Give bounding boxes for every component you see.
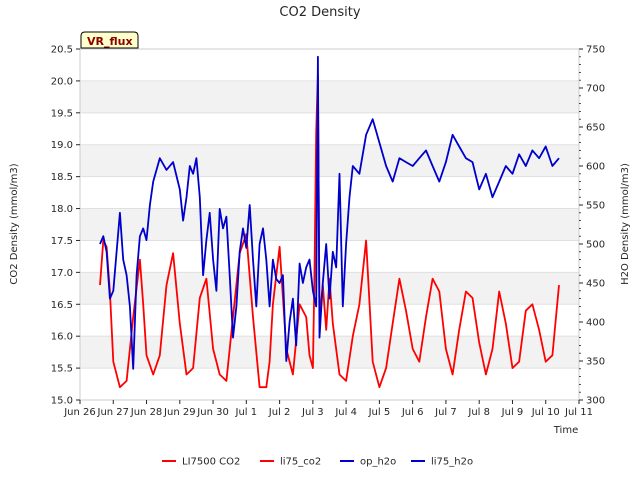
series-line-li75-h2o — [99, 55, 560, 370]
x-tick-label: Jul 8 — [467, 407, 490, 418]
right-tick-label: 550 — [586, 201, 605, 212]
badge-label: VR_flux — [87, 35, 133, 48]
x-tick-label: Jun 28 — [130, 407, 163, 418]
right-tick-label: 600 — [586, 162, 605, 173]
legend-label: LI7500 CO2 — [182, 457, 240, 468]
left-tick-label: 18.0 — [51, 204, 73, 215]
right-tick-label: 400 — [586, 318, 605, 329]
plot-frame — [79, 48, 580, 401]
x-tick-label: Jul 2 — [268, 407, 291, 418]
right-axis-title: H2O Density (mmol/m3) — [620, 163, 631, 285]
grid-band — [80, 144, 579, 177]
x-tick-label: Jul 10 — [531, 407, 560, 418]
right-tick-label: 750 — [586, 45, 605, 56]
x-tick-label: Jul 11 — [564, 407, 593, 418]
x-axis: Jun 26 Jun 27 Jun 28 Jun 29 Jun 30 Jul 1 Jul 2… — [63, 400, 593, 418]
grid-band — [80, 208, 579, 241]
x-tick-label: Jun 30 — [196, 407, 229, 418]
x-tick-label: Jul 5 — [368, 407, 391, 418]
chart-title: CO2 Density — [279, 5, 360, 20]
grid-bands — [80, 48, 579, 401]
left-tick-label: 17.0 — [51, 268, 73, 279]
x-tick-label: Jul 9 — [501, 407, 524, 418]
grid-band — [80, 336, 579, 369]
left-tick-label: 20.5 — [51, 45, 73, 56]
left-axis: 15.0 15.5 16.0 16.5 17.0 17.5 18.0 18.5 19.0 19.5… — [51, 45, 80, 407]
right-tick-label: 450 — [586, 279, 605, 290]
left-tick-label: 15.5 — [51, 364, 73, 375]
grid-band — [80, 80, 579, 113]
left-tick-label: 18.5 — [51, 172, 73, 183]
right-tick-label: 300 — [586, 396, 605, 407]
left-tick-label: 16.0 — [51, 332, 73, 343]
legend-label: li75_co2 — [280, 457, 321, 468]
left-tick-label: 19.0 — [51, 140, 73, 151]
left-tick-label: 17.5 — [51, 236, 73, 247]
x-tick-label: Jun 26 — [63, 407, 96, 418]
x-tick-label: Jul 6 — [401, 407, 424, 418]
right-tick-label: 700 — [586, 84, 605, 95]
x-tick-label: Jun 29 — [163, 407, 196, 418]
left-tick-label: 15.0 — [51, 396, 73, 407]
left-axis-title: CO2 Density (mmol/m3) — [9, 163, 20, 284]
left-tick-label: 19.5 — [51, 108, 73, 119]
series-layer — [99, 55, 560, 389]
x-tick-label: Jun 27 — [97, 407, 130, 418]
vr-flux-badge: VR_flux — [80, 31, 139, 49]
left-tick-label: 16.5 — [51, 300, 73, 311]
left-tick-label: 20.0 — [51, 76, 73, 87]
legend-label: li75_h2o — [431, 457, 473, 468]
right-tick-label: 350 — [586, 357, 605, 368]
legend-label: op_h2o — [360, 457, 396, 468]
x-tick-label: Jul 4 — [334, 407, 357, 418]
x-tick-label: Jul 3 — [301, 407, 324, 418]
legend: LI7500 CO2 li75_co2 op_h2o li75_h2o — [162, 457, 473, 468]
right-tick-label: 650 — [586, 123, 605, 134]
x-axis-title: Time — [553, 425, 578, 436]
right-tick-label: 500 — [586, 240, 605, 251]
x-tick-label: Jul 1 — [235, 407, 258, 418]
right-axis: 300 350 400 450 500 550 600 650 700 750 — [579, 45, 605, 407]
x-tick-label: Jul 7 — [434, 407, 457, 418]
